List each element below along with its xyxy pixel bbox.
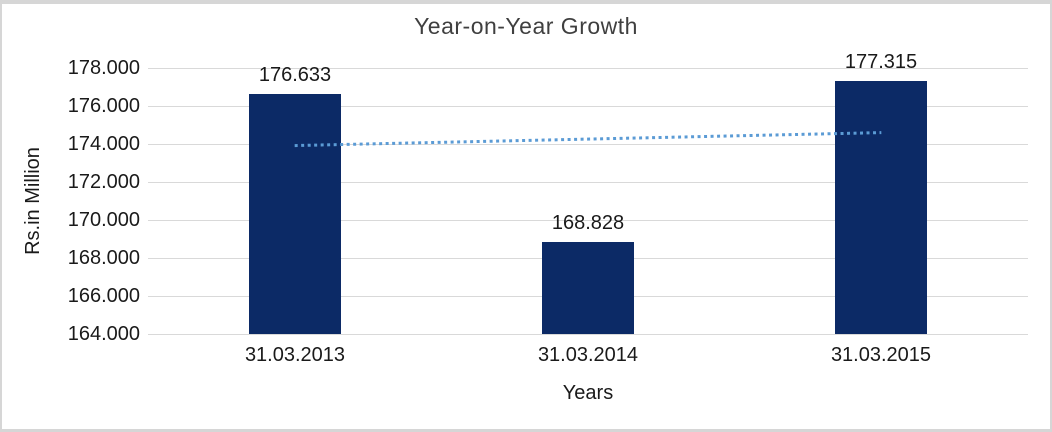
x-axis-title: Years <box>562 382 614 404</box>
bar-value-label: 176.633 <box>258 64 332 86</box>
y-tick-label: 174.000 <box>67 133 140 155</box>
plot-area: 176.633 168.828 177.315 <box>148 51 1028 335</box>
x-tick-label: 31.03.2015 <box>830 344 932 366</box>
y-tick-label: 170.000 <box>67 209 140 231</box>
x-tick-label: 31.03.2013 <box>244 344 346 366</box>
bar <box>835 81 927 334</box>
gridline <box>148 220 1028 221</box>
y-tick-label: 168.000 <box>67 247 140 269</box>
y-tick-label: 178.000 <box>67 57 140 79</box>
y-tick-label: 166.000 <box>67 285 140 307</box>
bar-value-label: 168.828 <box>551 212 625 234</box>
bar <box>249 94 341 334</box>
bar <box>542 242 634 334</box>
x-tick-label: 31.03.2014 <box>537 344 639 366</box>
y-tick-label: 172.000 <box>67 171 140 193</box>
bar-value-label: 177.315 <box>844 51 918 73</box>
gridline <box>148 182 1028 183</box>
gridline <box>148 334 1028 335</box>
trendline <box>294 131 882 148</box>
y-tick-label: 176.000 <box>67 95 140 117</box>
gridline <box>148 144 1028 145</box>
y-tick-label: 164.000 <box>67 323 140 345</box>
gridline <box>148 68 1028 69</box>
chart-title: Year-on-Year Growth <box>414 13 638 39</box>
trendline-layer <box>294 131 882 148</box>
gridline <box>148 106 1028 107</box>
